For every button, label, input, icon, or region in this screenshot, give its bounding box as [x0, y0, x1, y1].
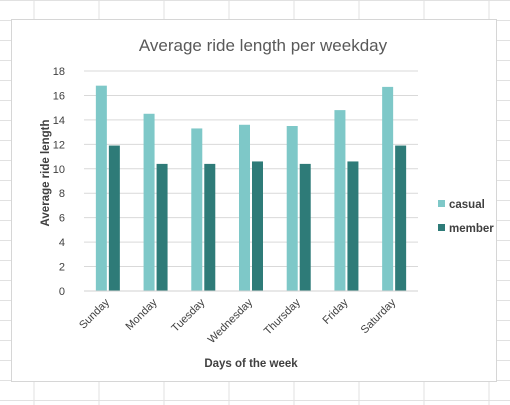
x-tick-label: Tuesday	[169, 296, 207, 334]
bar-member-monday[interactable]	[156, 163, 168, 291]
gridlines	[84, 70, 418, 268]
legend: casual member	[438, 199, 494, 235]
bar-member-thursday[interactable]	[299, 163, 311, 291]
bar-member-saturday[interactable]	[395, 145, 407, 291]
y-tick-label: 16	[53, 90, 65, 102]
x-tick-label: Thursday	[262, 296, 303, 337]
x-tick-label: Monday	[124, 296, 161, 333]
bar-casual-monday[interactable]	[143, 113, 155, 292]
y-tick-label: 18	[53, 66, 65, 78]
y-tick-label: 4	[59, 237, 65, 249]
bar-member-sunday[interactable]	[108, 145, 120, 291]
y-tick-label: 12	[53, 139, 65, 151]
y-axis-title: Average ride length	[40, 120, 52, 227]
bar-casual-saturday[interactable]	[382, 86, 394, 291]
legend-label-casual: casual	[449, 199, 485, 211]
x-tick-label: Friday	[320, 296, 350, 326]
bar-casual-friday[interactable]	[334, 110, 346, 291]
x-tick-label: Wednesday	[206, 296, 256, 346]
chart-svg: Average ride length per weekday 0 2 4 6 8 10 1…	[40, 36, 494, 370]
y-tick-label: 0	[59, 286, 65, 298]
bar-casual-tuesday[interactable]	[191, 128, 203, 291]
y-tick-label: 8	[59, 188, 65, 200]
bar-member-tuesday[interactable]	[204, 163, 216, 291]
legend-label-member: member	[449, 223, 494, 235]
chart-title: Average ride length per weekday	[139, 36, 388, 55]
y-tick-label: 6	[59, 213, 65, 225]
legend-swatch-member	[438, 224, 445, 231]
x-tick-label: Sunday	[77, 296, 112, 331]
chart-area[interactable]: Average ride length per weekday 0 2 4 6 8 10 1…	[11, 19, 497, 382]
x-tick-label: Saturday	[359, 296, 399, 336]
y-tick-label: 10	[53, 164, 65, 176]
bar-casual-sunday[interactable]	[95, 85, 107, 292]
bar-casual-wednesday[interactable]	[239, 124, 250, 292]
y-axis-ticks: 0 2 4 6 8 10 12 14 16 18	[53, 66, 65, 298]
y-tick-label: 14	[53, 115, 65, 127]
x-axis-title: Days of the week	[204, 358, 298, 370]
y-tick-label: 2	[59, 262, 65, 274]
bar-member-friday[interactable]	[347, 161, 359, 291]
bar-member-wednesday[interactable]	[252, 161, 263, 291]
bar-casual-thursday[interactable]	[286, 126, 298, 291]
legend-swatch-casual	[438, 200, 445, 207]
bars	[95, 85, 407, 292]
